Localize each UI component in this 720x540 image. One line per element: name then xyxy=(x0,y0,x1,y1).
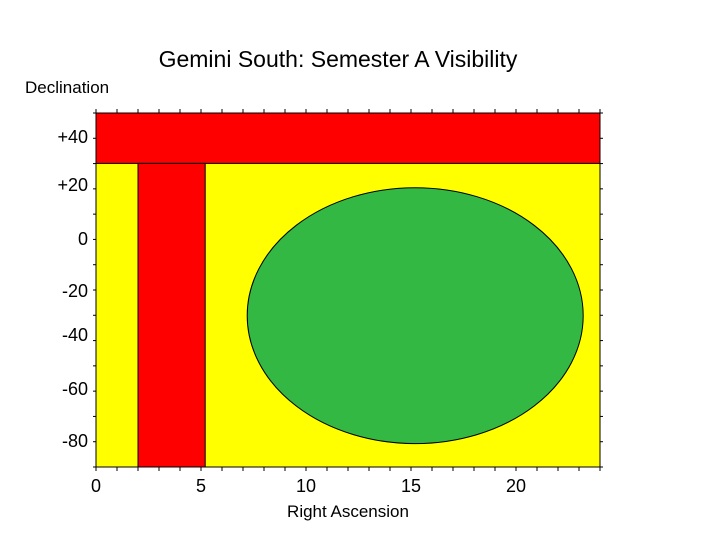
y-tick-label: -40 xyxy=(62,325,88,345)
regions-layer xyxy=(95,112,601,468)
ticks-layer: 0 5 10 15 20 +40 +20 0 -20 -40 -60 -80 xyxy=(57,127,526,496)
y-tick-label: -20 xyxy=(62,281,88,301)
y-axis-label: Declination xyxy=(25,78,110,97)
x-axis-label: Right Ascension xyxy=(287,502,409,521)
x-tick-label: 5 xyxy=(196,476,206,496)
x-tick-label: 10 xyxy=(296,476,316,496)
y-tick-label: +20 xyxy=(57,175,88,195)
y-tick-label: +40 xyxy=(57,127,88,147)
y-tick-label: 0 xyxy=(78,229,88,249)
x-tick-label: 20 xyxy=(506,476,526,496)
chart-title: Gemini South: Semester A Visibility xyxy=(158,46,518,72)
y-tick-label: -60 xyxy=(62,379,88,399)
region-rect-1 xyxy=(137,162,206,468)
region-rect-0 xyxy=(95,112,601,164)
frame-layer xyxy=(93,109,603,471)
x-tick-label: 15 xyxy=(401,476,421,496)
x-tick-label: 0 xyxy=(91,476,101,496)
region-ellipse-2 xyxy=(246,187,584,445)
y-tick-label: -80 xyxy=(62,431,88,451)
